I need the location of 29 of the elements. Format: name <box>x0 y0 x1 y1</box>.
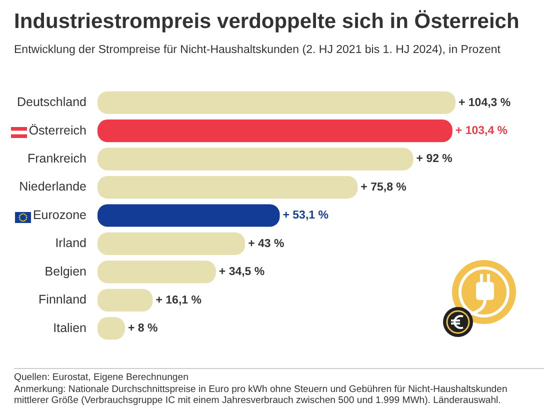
y-tick-label: Italien <box>53 320 87 335</box>
data-label: + 43 % <box>248 238 284 250</box>
data-label: + 75,8 % <box>360 181 406 194</box>
y-tick-label: Irland <box>55 236 87 250</box>
bar <box>97 176 358 199</box>
data-label: + 8 % <box>128 322 158 335</box>
data-label: + 53,1 % <box>282 210 328 222</box>
bar <box>97 148 414 170</box>
bar <box>97 232 246 256</box>
data-label: + 92 % <box>416 153 452 166</box>
chart-title: Industriestrompreis verdoppelte sich in Österreich <box>14 10 520 34</box>
data-label: + 103,4 % <box>455 125 508 138</box>
y-tick-label: Österreich <box>28 123 87 138</box>
source-note: Quellen: Eurostat, Eigene Berechnungen <box>14 372 190 384</box>
data-label: + 34,5 % <box>218 266 265 278</box>
bar <box>97 91 456 114</box>
y-tick-label: Finnland <box>38 292 87 307</box>
text: Anmerkung: Nationale Durchschnittspreise in Euro pro kWh ohne Steuern und Gebühren für Nicht-Haushaltskunden mittlerer Größe (Verbrauchsgruppe IC mit einem Jahresverbrauch zwischen 500 und 1.999 MWh). Länderauswahl. <box>14 384 508 406</box>
y-tick-label: Frankreich <box>27 152 87 166</box>
y-tick-label: Deutschland <box>16 95 87 110</box>
bar <box>97 260 216 284</box>
y-tick-label: Belgien <box>44 264 87 278</box>
bar <box>97 120 452 142</box>
data-label: + 104,3 % <box>458 96 511 109</box>
y-tick-label: Niederlande <box>19 180 87 194</box>
bar <box>97 204 280 227</box>
chart-subtitle: Entwicklung der Strompreise für Nicht-Haushaltskunden (2. HJ 2021 bis 1. HJ 2024), in Prozent <box>14 44 500 56</box>
data-label: + 16,1 % <box>156 294 202 306</box>
y-tick-label: Eurozone <box>32 208 87 222</box>
